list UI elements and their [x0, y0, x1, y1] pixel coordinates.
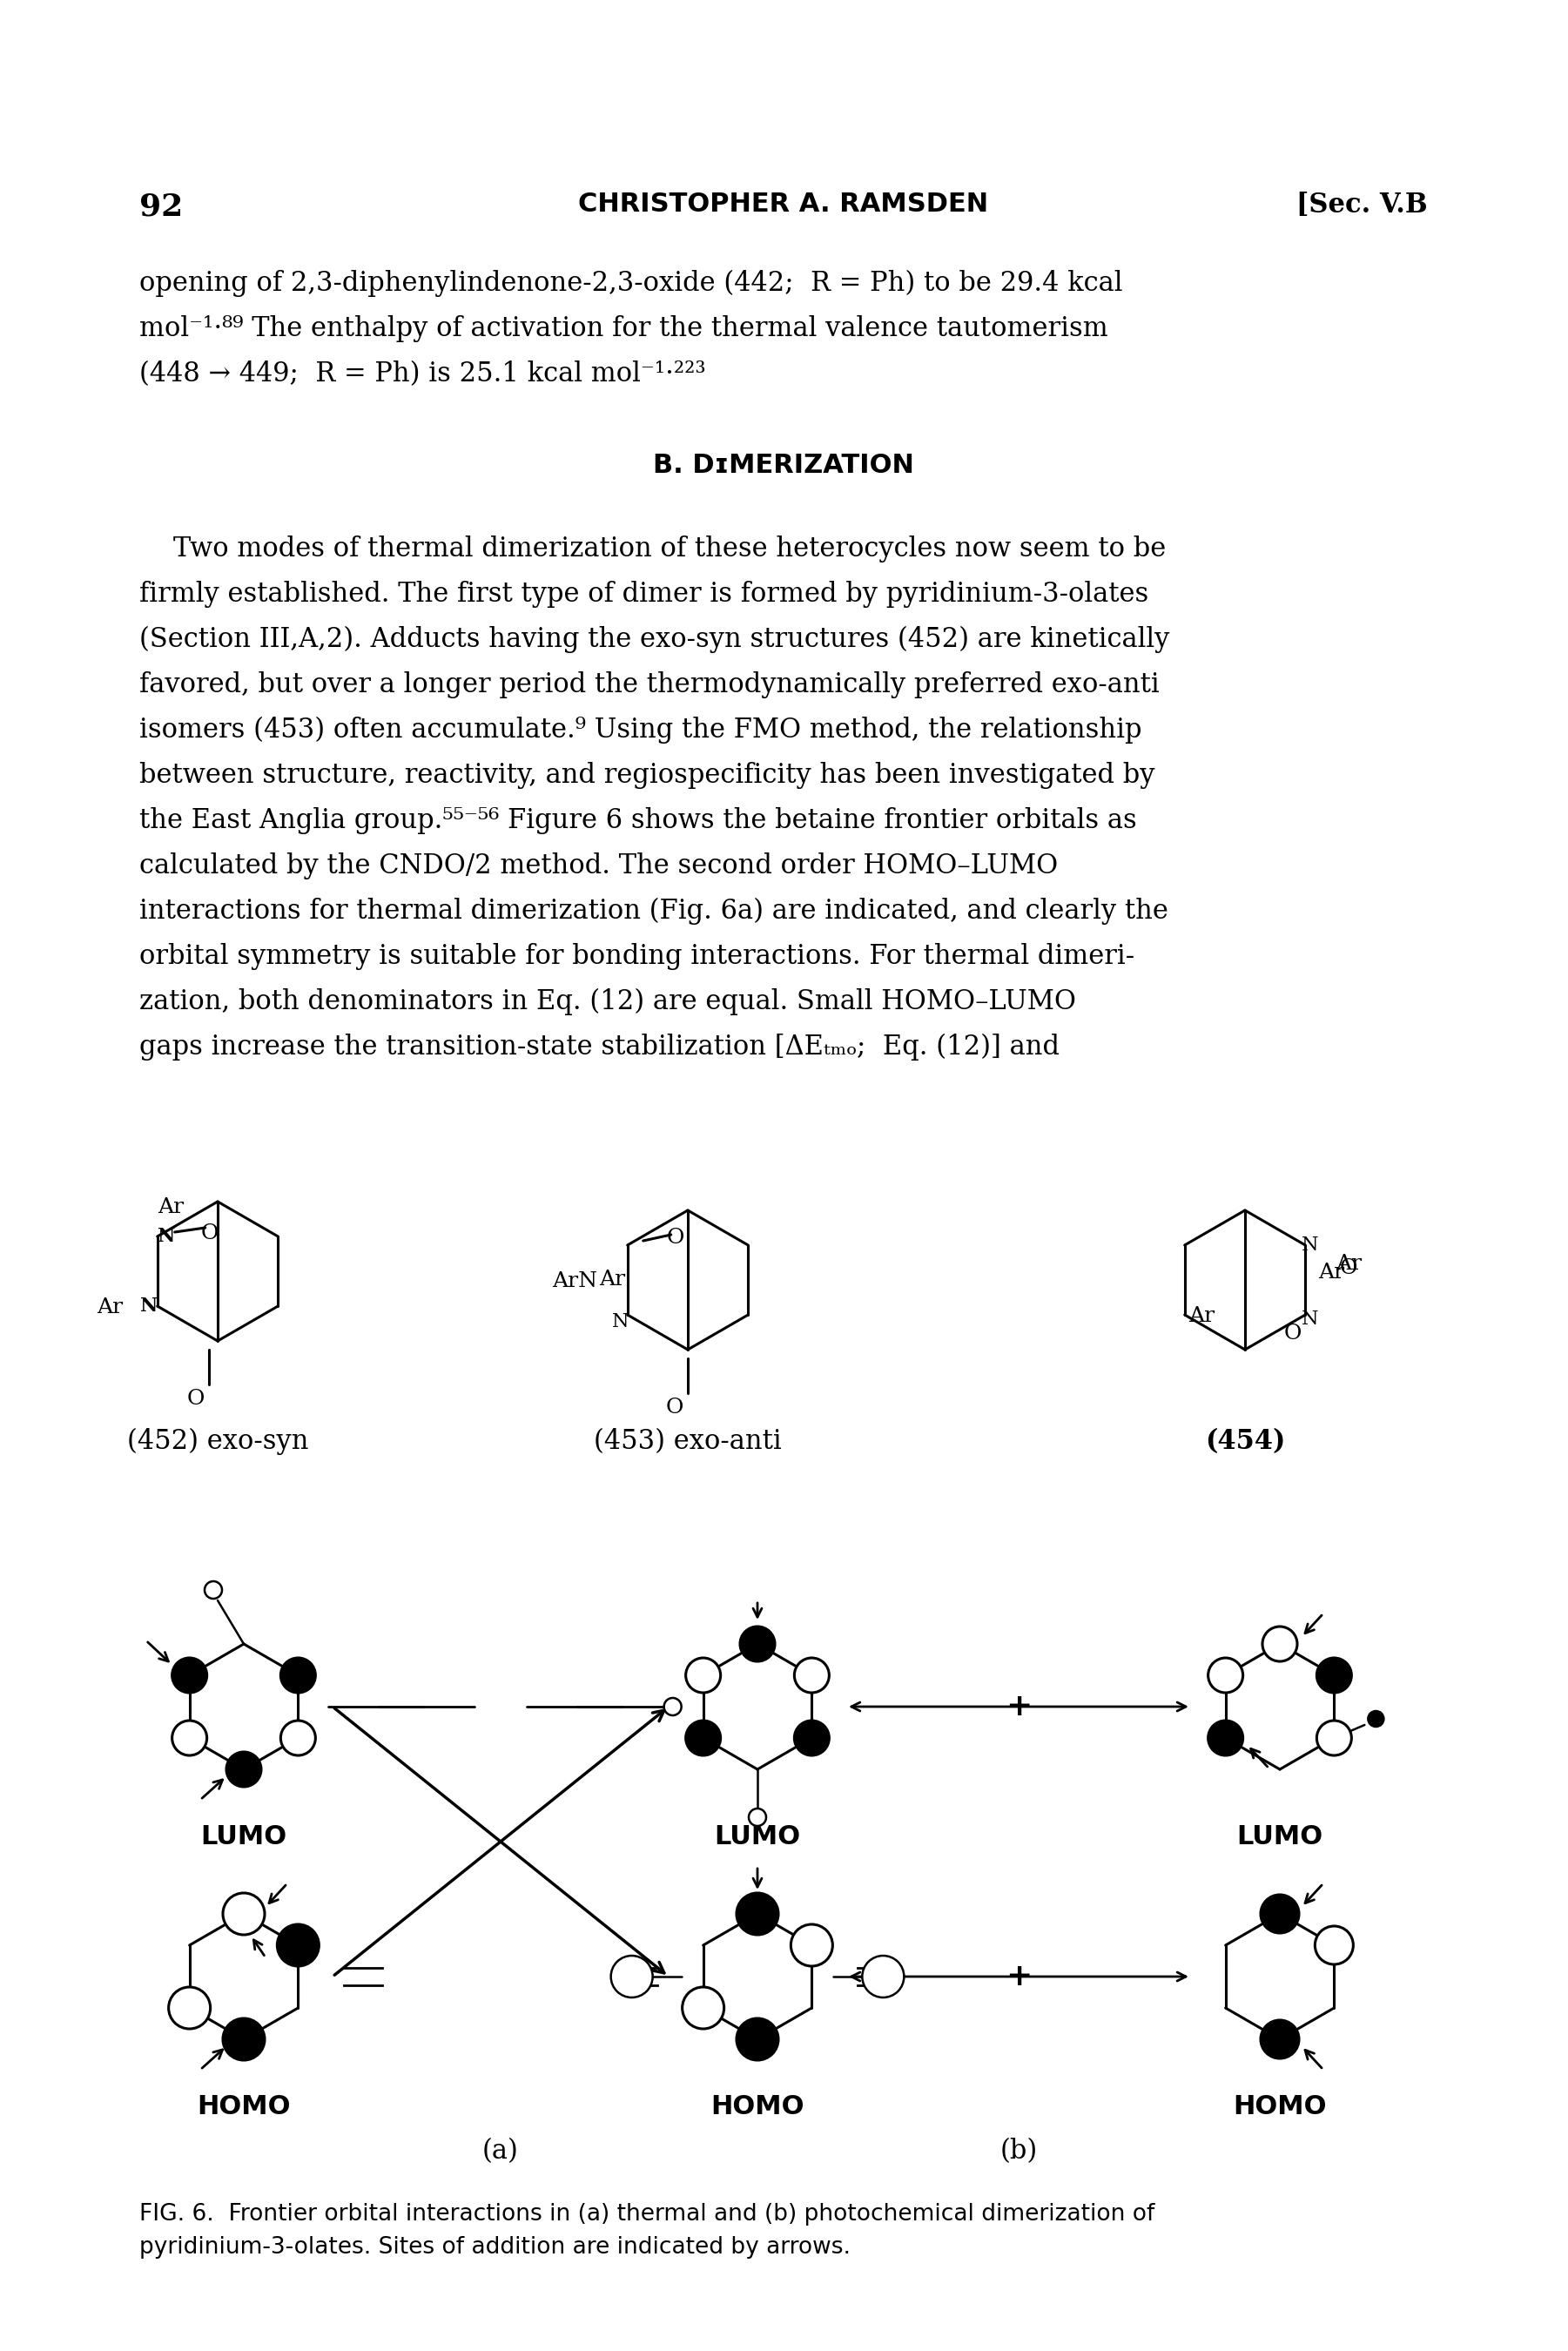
Text: firmly established. The first type of dimer is formed by pyridinium-3-olates: firmly established. The first type of di… [140, 581, 1149, 609]
Circle shape [737, 1893, 778, 1935]
Circle shape [737, 2020, 778, 2059]
Text: N: N [140, 1295, 157, 1317]
Text: gaps increase the transition-state stabilization [ΔEₜₘₒ;  Eq. (12)] and: gaps increase the transition-state stabi… [140, 1034, 1060, 1060]
Text: Ar: Ar [157, 1197, 183, 1218]
Text: B. DɪMERIZATION: B. DɪMERIZATION [652, 454, 914, 477]
Circle shape [169, 1987, 210, 2029]
Text: O: O [1339, 1258, 1358, 1279]
Circle shape [1317, 1721, 1352, 1756]
Circle shape [790, 1925, 833, 1965]
Text: HOMO: HOMO [1232, 2095, 1327, 2118]
Text: Ar: Ar [599, 1270, 626, 1291]
Text: N: N [157, 1227, 176, 1246]
Text: [Sec. V.B: [Sec. V.B [1297, 190, 1428, 219]
Text: O: O [187, 1389, 205, 1408]
Circle shape [1207, 1721, 1243, 1756]
Circle shape [682, 1987, 724, 2029]
Circle shape [278, 1925, 318, 1965]
Text: Ar: Ar [1189, 1307, 1215, 1326]
Circle shape [226, 1751, 262, 1787]
Circle shape [1261, 1895, 1298, 1933]
Text: (454): (454) [1204, 1427, 1286, 1455]
Text: Ar: Ar [1336, 1253, 1363, 1274]
Text: CHRISTOPHER A. RAMSDEN: CHRISTOPHER A. RAMSDEN [579, 190, 989, 216]
Circle shape [1261, 2020, 1298, 2059]
Text: isomers (453) often accumulate.⁹ Using the FMO method, the relationship: isomers (453) often accumulate.⁹ Using t… [140, 717, 1142, 743]
Text: interactions for thermal dimerization (Fig. 6a) are indicated, and clearly the: interactions for thermal dimerization (F… [140, 898, 1168, 924]
Circle shape [1262, 1627, 1297, 1662]
Circle shape [750, 1808, 767, 1827]
Text: pyridinium-3-olates. Sites of addition are indicated by arrows.: pyridinium-3-olates. Sites of addition a… [140, 2236, 850, 2259]
Text: +: + [1005, 1693, 1032, 1721]
Text: (a): (a) [483, 2137, 519, 2165]
Circle shape [223, 1893, 265, 1935]
Circle shape [1367, 1712, 1383, 1726]
Circle shape [281, 1721, 315, 1756]
Text: LUMO: LUMO [1237, 1824, 1323, 1850]
Text: ArN: ArN [552, 1272, 597, 1291]
Text: N: N [612, 1312, 629, 1331]
Text: N: N [1301, 1237, 1319, 1255]
Circle shape [685, 1721, 721, 1756]
Text: (448 → 449;  R = Ph) is 25.1 kcal mol⁻¹·²²³: (448 → 449; R = Ph) is 25.1 kcal mol⁻¹·²… [140, 360, 706, 388]
Circle shape [685, 1657, 721, 1693]
Circle shape [795, 1721, 829, 1756]
Circle shape [1207, 1657, 1243, 1693]
Text: (b): (b) [1000, 2137, 1038, 2165]
Text: between structure, reactivity, and regiospecificity has been investigated by: between structure, reactivity, and regio… [140, 762, 1156, 790]
Text: FIG. 6.  Frontier orbital interactions in (a) thermal and (b) photochemical dime: FIG. 6. Frontier orbital interactions in… [140, 2203, 1154, 2226]
Text: Two modes of thermal dimerization of these heterocycles now seem to be: Two modes of thermal dimerization of the… [140, 536, 1167, 562]
Text: HOMO: HOMO [198, 2095, 290, 2118]
Text: N: N [1301, 1310, 1319, 1328]
Text: +: + [1005, 1961, 1032, 1991]
Circle shape [1317, 1657, 1352, 1693]
Circle shape [740, 1627, 775, 1662]
Text: favored, but over a longer period the thermodynamically preferred exo-anti: favored, but over a longer period the th… [140, 672, 1159, 698]
Circle shape [281, 1657, 315, 1693]
Text: the East Anglia group.⁵⁵⁻⁵⁶ Figure 6 shows the betaine frontier orbitals as: the East Anglia group.⁵⁵⁻⁵⁶ Figure 6 sho… [140, 806, 1137, 835]
Text: zation, both denominators in Eq. (12) are equal. Small HOMO–LUMO: zation, both denominators in Eq. (12) ar… [140, 987, 1076, 1016]
Text: LUMO: LUMO [201, 1824, 287, 1850]
Text: orbital symmetry is suitable for bonding interactions. For thermal dimeri-: orbital symmetry is suitable for bonding… [140, 943, 1135, 971]
Text: 92: 92 [140, 190, 183, 221]
Circle shape [172, 1657, 207, 1693]
Text: opening of 2,3-diphenylindenone-2,3-oxide (442;  R = Ph) to be 29.4 kcal: opening of 2,3-diphenylindenone-2,3-oxid… [140, 270, 1123, 296]
Circle shape [172, 1721, 207, 1756]
Text: LUMO: LUMO [715, 1824, 801, 1850]
Text: O: O [201, 1223, 218, 1244]
Circle shape [204, 1582, 223, 1599]
Text: mol⁻¹·⁸⁹ The enthalpy of activation for the thermal valence tautomerism: mol⁻¹·⁸⁹ The enthalpy of activation for … [140, 315, 1109, 343]
Circle shape [612, 1956, 652, 1998]
Text: HOMO: HOMO [710, 2095, 804, 2118]
Circle shape [1316, 1925, 1353, 1965]
Circle shape [862, 1956, 905, 1998]
Text: (Section III,A,2). Adducts having the exo-syn structures (452) are kinetically: (Section III,A,2). Adducts having the ex… [140, 625, 1170, 654]
Text: Ar: Ar [96, 1298, 122, 1317]
Circle shape [663, 1697, 682, 1716]
Circle shape [223, 2020, 265, 2059]
Circle shape [795, 1657, 829, 1693]
Text: (453) exo-anti: (453) exo-anti [594, 1427, 782, 1455]
Text: O: O [666, 1227, 684, 1248]
Text: (452) exo-syn: (452) exo-syn [127, 1427, 309, 1455]
Text: Ar: Ar [1319, 1262, 1344, 1284]
Text: calculated by the CNDO/2 method. The second order HOMO–LUMO: calculated by the CNDO/2 method. The sec… [140, 853, 1058, 879]
Text: O: O [666, 1396, 684, 1418]
Text: O: O [1284, 1324, 1301, 1342]
